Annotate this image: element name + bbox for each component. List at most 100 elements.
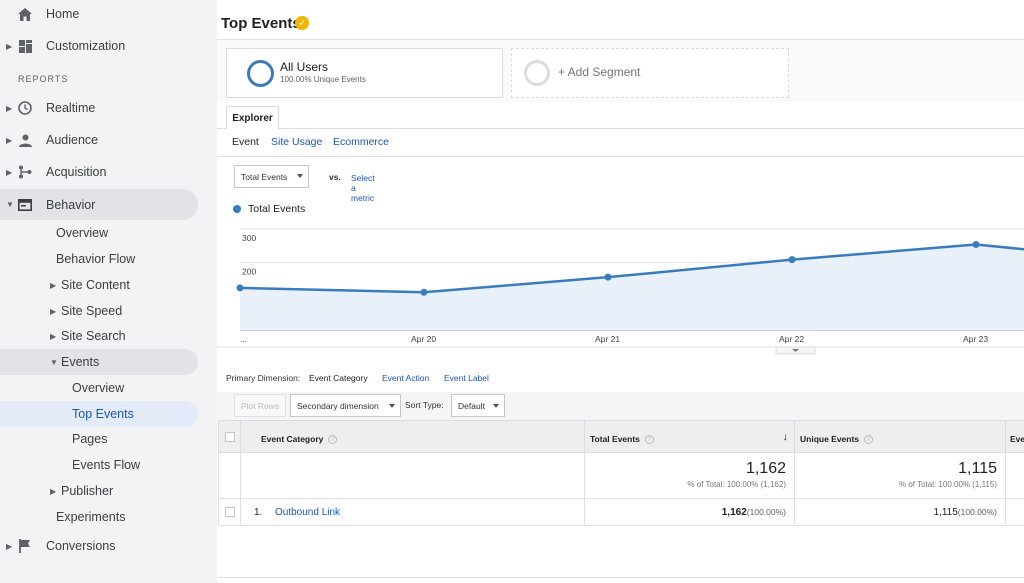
sidebar-item-home[interactable]: Home [0, 1, 217, 27]
x-tick-label: Apr 22 [779, 334, 804, 344]
plot-rows-button[interactable]: Plot Rows [234, 394, 286, 417]
person-icon [17, 132, 33, 148]
sidebar-item-label: Site Search [61, 329, 126, 343]
sort-type-dropdown[interactable]: Default [451, 394, 505, 417]
sidebar-item-label: Site Speed [61, 304, 123, 318]
sidebar-item-site-search[interactable]: ▶ Site Search [0, 323, 217, 349]
sidebar-item-conversions[interactable]: ▶ Conversions [0, 533, 217, 559]
sidebar-item-events[interactable]: ▼ Events [0, 349, 198, 375]
subtab-event[interactable]: Event [232, 136, 259, 148]
sidebar-item-label: Events [61, 355, 100, 369]
empty-segment-ring-icon [524, 60, 550, 86]
data-point [236, 284, 244, 292]
dashboard-icon [17, 38, 33, 54]
caret-right-icon: ▶ [6, 541, 13, 551]
sidebar: Home ▶ Customization REPORTS ▶ Realtime … [0, 0, 217, 583]
series-area [240, 244, 1024, 330]
table-row: 1. Outbound Link [241, 499, 585, 526]
metric-dropdown-value: Total Events [241, 171, 288, 182]
sidebar-item-acquisition[interactable]: ▶ Acquisition [0, 159, 217, 185]
dropdown-arrow-icon [493, 404, 499, 408]
sidebar-item-behavior[interactable]: ▼ Behavior [0, 189, 198, 220]
row-total-percent: (100.00%) [746, 507, 786, 517]
sidebar-item-audience[interactable]: ▶ Audience [0, 127, 217, 153]
row-unique-percent: (100.00%) [957, 507, 997, 517]
caret-right-icon: ▶ [6, 167, 13, 177]
sidebar-item-label: Conversions [46, 539, 116, 553]
segment-ring-icon [247, 60, 274, 87]
select-metric-link[interactable]: Select a metric [351, 173, 375, 203]
select-all-checkbox[interactable] [225, 432, 235, 442]
caret-right-icon: ▶ [50, 306, 57, 316]
row-checkbox[interactable] [225, 507, 235, 517]
data-point [604, 273, 612, 281]
header-label: Eve [1010, 434, 1024, 444]
totals-cell [1006, 453, 1024, 499]
sidebar-item-behavior-overview[interactable]: Overview [0, 220, 217, 246]
dimension-event-label[interactable]: Event Label [444, 373, 489, 383]
secondary-dimension-dropdown[interactable]: Secondary dimension [290, 394, 401, 417]
data-point [788, 256, 796, 264]
divider [217, 577, 1024, 578]
x-tick-label: ... [240, 334, 247, 344]
reports-section-label: REPORTS [18, 74, 69, 84]
sidebar-item-events-overview[interactable]: Overview [0, 375, 217, 401]
subtab-ecommerce[interactable]: Ecommerce [333, 136, 390, 148]
sort-down-arrow-icon: ↓ [782, 431, 789, 443]
y-tick-label: 300 [242, 233, 256, 243]
caret-right-icon: ▶ [6, 103, 13, 113]
header-event-value[interactable]: Eve [1006, 420, 1024, 453]
add-segment-button[interactable]: + Add Segment [511, 48, 789, 98]
report-header: Top Events ✓ [217, 0, 1024, 40]
row-category-link[interactable]: Outbound Link [275, 507, 341, 518]
data-point [420, 288, 428, 296]
segment-title: All Users [280, 60, 329, 74]
header-event-category[interactable]: Event Category? [241, 420, 585, 453]
sidebar-item-label: Acquisition [46, 165, 107, 179]
sidebar-item-label: Overview [72, 381, 125, 395]
sidebar-item-realtime[interactable]: ▶ Realtime [0, 95, 217, 121]
vs-label: vs. [329, 172, 341, 182]
caret-right-icon: ▶ [6, 135, 13, 145]
primary-dimension-label: Primary Dimension: [226, 373, 301, 383]
sidebar-item-pages[interactable]: Pages [0, 426, 217, 452]
sidebar-item-label: Home [46, 7, 80, 21]
caret-right-icon: ▶ [50, 280, 57, 290]
sidebar-item-events-flow[interactable]: Events Flow [0, 452, 217, 478]
series-line [239, 243, 1024, 294]
flag-icon [17, 538, 33, 554]
sidebar-item-publisher[interactable]: ▶ Publisher [0, 478, 217, 504]
sidebar-item-experiments[interactable]: Experiments [0, 504, 217, 530]
legend-dot-icon [233, 205, 241, 213]
caret-down-icon: ▼ [6, 200, 14, 209]
sort-type-label: Sort Type: [405, 400, 444, 410]
header-total-events[interactable]: Total Events? ↓ [585, 420, 795, 453]
sidebar-item-label: Experiments [56, 510, 126, 524]
metric-dropdown[interactable]: Total Events [234, 165, 309, 188]
help-icon[interactable]: ? [328, 435, 338, 445]
sidebar-item-label: Top Events [72, 407, 134, 421]
sidebar-item-behavior-flow[interactable]: Behavior Flow [0, 246, 217, 272]
sidebar-item-site-speed[interactable]: ▶ Site Speed [0, 298, 217, 324]
tab-explorer[interactable]: Explorer [226, 106, 279, 130]
segment-all-users[interactable]: All Users 100.00% Unique Events [226, 48, 503, 98]
sidebar-item-site-content[interactable]: ▶ Site Content [0, 272, 217, 298]
dimension-event-category[interactable]: Event Category [309, 373, 368, 383]
sidebar-item-customization[interactable]: ▶ Customization [0, 33, 217, 59]
segment-subtitle: 100.00% Unique Events [280, 75, 366, 84]
row-unique-events: 1,115 [933, 507, 958, 518]
help-icon[interactable]: ? [864, 435, 874, 445]
dimension-event-action[interactable]: Event Action [382, 373, 430, 383]
add-segment-label: + Add Segment [558, 65, 641, 79]
header-label: Unique Events [800, 434, 860, 444]
totals-total-events: 1,162 % of Total: 100.00% (1,162) [585, 453, 795, 499]
sidebar-item-label: Site Content [61, 278, 130, 292]
caret-right-icon: ▶ [50, 331, 57, 341]
subtab-site-usage[interactable]: Site Usage [271, 136, 323, 148]
caret-down-icon: ▼ [50, 357, 58, 367]
header-unique-events[interactable]: Unique Events? [795, 420, 1006, 453]
help-icon[interactable]: ? [644, 435, 654, 445]
sidebar-item-top-events[interactable]: Top Events [0, 401, 198, 427]
total-events-percent: % of Total: 100.00% (1,162) [687, 480, 786, 489]
